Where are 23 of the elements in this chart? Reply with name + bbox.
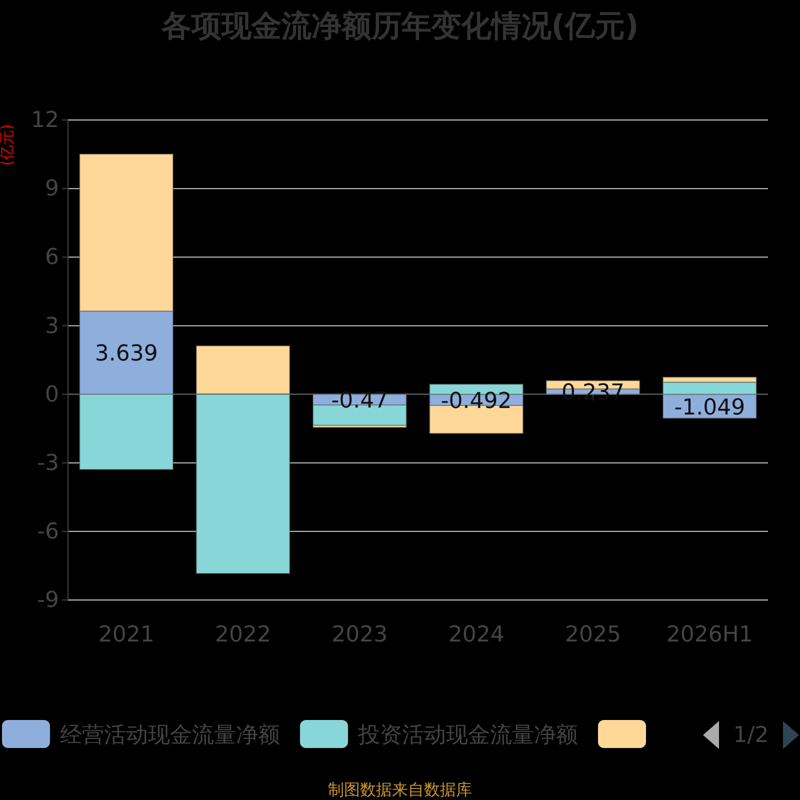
data-label: 0.237: [562, 380, 624, 406]
y-tick-label: 3: [45, 314, 59, 339]
y-tick-label: -6: [37, 519, 59, 544]
legend-label: 投资活动现金流量净额: [357, 723, 578, 748]
legend-label: 经营活动现金流量净额: [60, 723, 280, 748]
x-tick-label: 2026H1: [666, 622, 753, 648]
x-tick-label: 2022: [215, 622, 271, 648]
y-tick-label: 0: [45, 382, 59, 408]
y-tick-label: 6: [45, 245, 59, 270]
y-tick-label: -3: [37, 450, 59, 476]
y-tick-label: -9: [37, 588, 59, 614]
y-tick-label: 12: [31, 108, 59, 134]
data-label: 3.639: [94, 342, 158, 367]
x-tick-label: 2021: [98, 622, 154, 648]
x-tick-label: 2023: [332, 622, 388, 648]
x-tick-label: 2024: [448, 622, 504, 648]
text: 制图数据来自数据库: [328, 780, 472, 799]
data-label: -1.049: [674, 395, 746, 420]
y-axis-title: (亿元): [0, 124, 16, 166]
x-tick-label: 2025: [565, 622, 621, 648]
y-tick-label: 9: [45, 176, 59, 202]
data-label: -0.47: [331, 388, 388, 414]
text: 1/2: [733, 723, 769, 748]
